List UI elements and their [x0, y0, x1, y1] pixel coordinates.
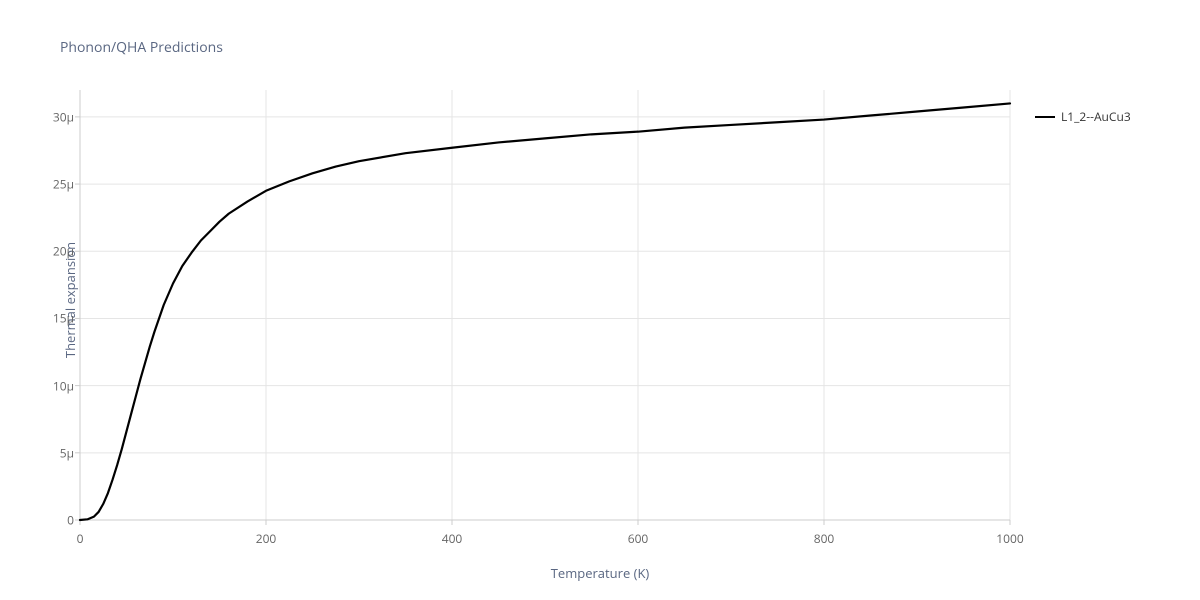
legend-swatch	[1035, 116, 1055, 118]
legend: L1_2--AuCu3	[1035, 108, 1131, 125]
y-tick-label: 30μ	[34, 108, 74, 125]
y-tick-label: 20μ	[34, 243, 74, 260]
y-tick-label: 0	[34, 512, 74, 529]
chart-container: Phonon/QHA Predictions Thermal expansion…	[0, 0, 1200, 600]
x-tick-label: 0	[77, 530, 84, 547]
y-tick-label: 5μ	[34, 444, 74, 461]
y-tick-label: 25μ	[34, 176, 74, 193]
legend-label: L1_2--AuCu3	[1061, 108, 1131, 125]
x-tick-label: 1000	[996, 530, 1023, 547]
y-tick-label: 15μ	[34, 310, 74, 327]
x-tick-label: 200	[256, 530, 277, 547]
x-tick-label: 800	[814, 530, 835, 547]
plot-svg	[0, 0, 1200, 600]
x-tick-label: 600	[628, 530, 649, 547]
x-tick-label: 400	[442, 530, 463, 547]
y-tick-label: 10μ	[34, 377, 74, 394]
